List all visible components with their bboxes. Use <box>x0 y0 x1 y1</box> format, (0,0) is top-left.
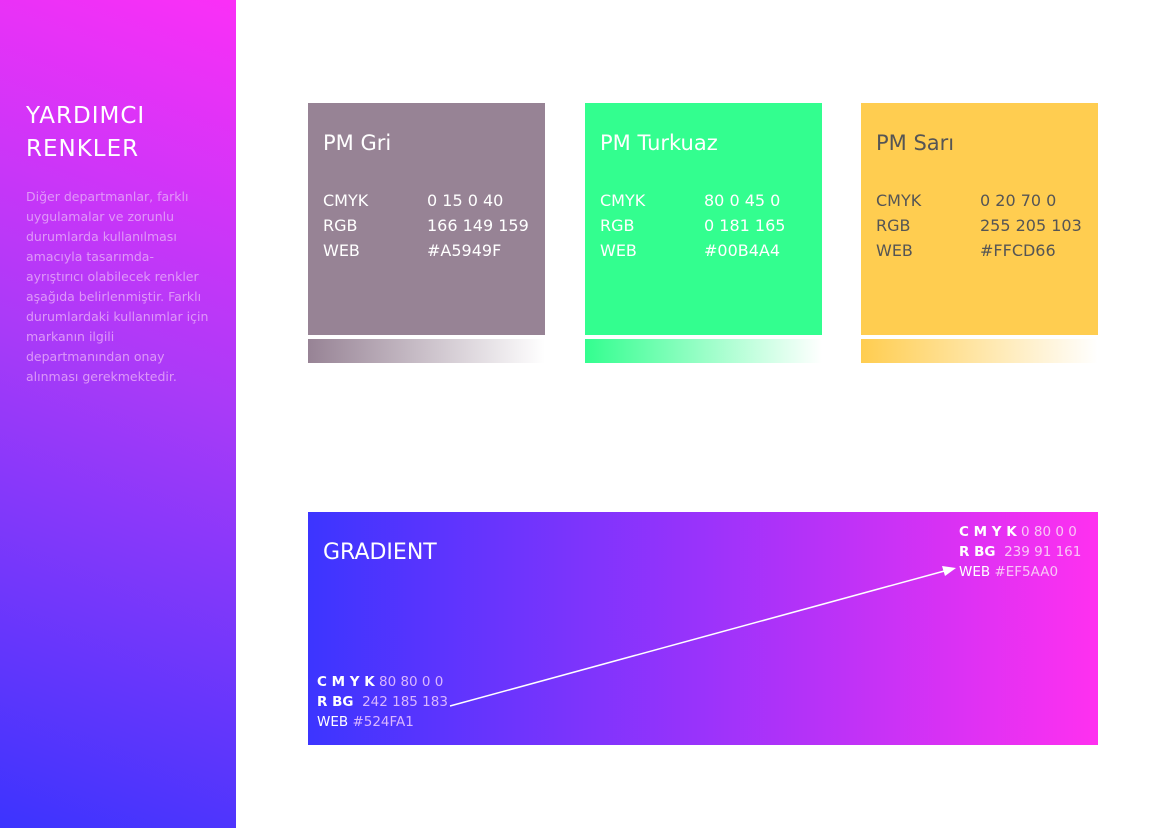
color-tint-bar <box>308 339 545 363</box>
color-spec-row: RGB 0 181 165 <box>600 216 786 235</box>
color-card: PM Gri CMYK 0 15 0 40 RGB 166 149 159 WEB #A59… <box>308 103 545 335</box>
color-card: PM Turkuaz CMYK 80 0 45 0 RGB 0 181 165 WEB #0… <box>585 103 822 335</box>
color-spec-row: WEB #FFCD66 <box>876 241 1056 260</box>
color-spec-row: RGB 255 205 103 <box>876 216 1082 235</box>
color-spec-row: RGB 166 149 159 <box>323 216 529 235</box>
color-name: PM Sarı <box>876 131 955 155</box>
sidebar-title: YARDIMCI RENKLER <box>26 103 146 162</box>
color-card: PM Sarı CMYK 0 20 70 0 RGB 255 205 103 WEB #FF… <box>861 103 1098 335</box>
color-name: PM Turkuaz <box>600 131 718 155</box>
sidebar-description: Diğer departmanlar, farklı uygulamalar v… <box>26 189 209 384</box>
gradient-start-spec: C M Y K 80 80 0 0 R BG 242 185 183 WEB #… <box>317 674 448 730</box>
color-spec-row: WEB #00B4A4 <box>600 241 781 260</box>
color-spec-row: WEB #A5949F <box>323 241 502 260</box>
color-tint-bar <box>861 339 1098 363</box>
gradient-panel: GRADIENT C M Y K 80 80 0 0 R BG 242 185 … <box>308 512 1098 745</box>
color-spec-row: CMYK 0 20 70 0 <box>876 191 1057 210</box>
color-spec-row: CMYK 0 15 0 40 <box>323 191 504 210</box>
sidebar: YARDIMCI RENKLER Diğer departmanlar, far… <box>0 0 236 828</box>
color-tint-bar <box>585 339 822 363</box>
color-name: PM Gri <box>323 131 392 155</box>
arrow-icon <box>449 566 956 707</box>
color-spec-row: CMYK 80 0 45 0 <box>600 191 781 210</box>
gradient-end-spec: C M Y K 0 80 0 0 R BG 239 91 161 WEB #EF… <box>959 524 1082 580</box>
gradient-title: GRADIENT <box>323 540 437 565</box>
